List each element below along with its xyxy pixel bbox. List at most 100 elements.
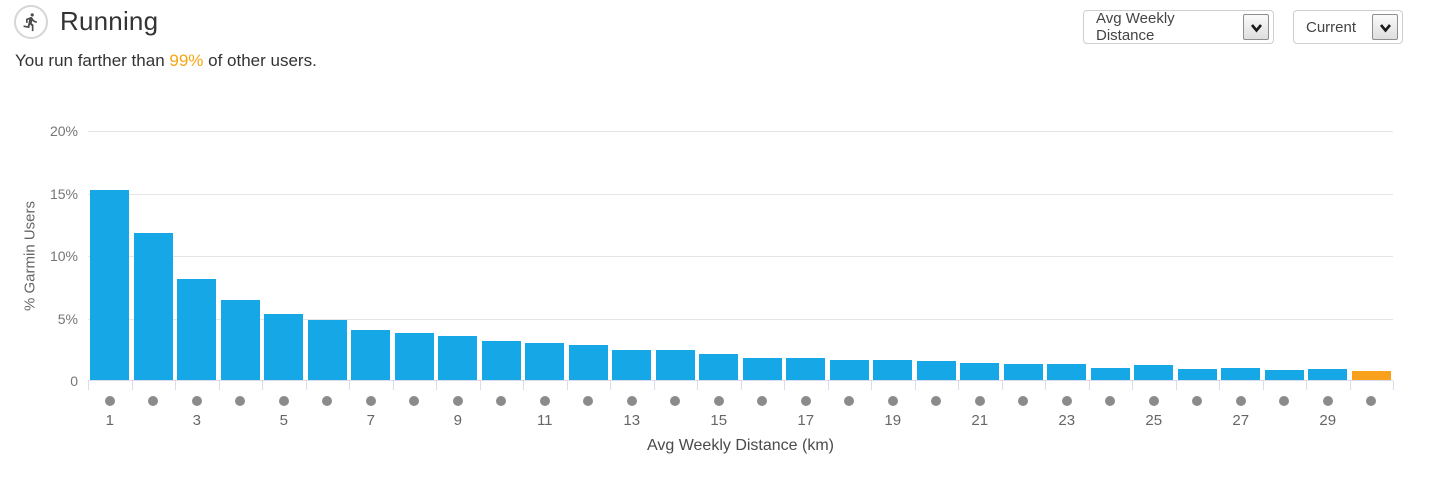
percentile-value: 99% (169, 51, 204, 70)
metric-select[interactable]: Avg Weekly Distance (1083, 10, 1274, 44)
bar[interactable] (1003, 363, 1043, 380)
runner-icon (14, 5, 48, 39)
bar[interactable] (960, 362, 1000, 380)
bar[interactable] (742, 357, 782, 380)
x-axis-tick-label: 15 (710, 412, 728, 429)
chevron-down-icon (1243, 14, 1269, 40)
x-axis-tick-label: 1 (105, 412, 114, 429)
x-axis-dot (626, 396, 637, 406)
x-axis-dot (1105, 396, 1116, 406)
x-axis-tick (1262, 381, 1264, 390)
x-axis-dot (496, 396, 507, 406)
x-axis-tick-label: 23 (1058, 412, 1076, 429)
x-axis-dot (1148, 396, 1159, 406)
x-axis-tick (1088, 381, 1090, 390)
x-axis-tick (131, 381, 133, 390)
bar[interactable] (873, 360, 913, 380)
x-axis-dot (148, 396, 159, 406)
gridline (88, 318, 1393, 320)
x-axis-tick (958, 381, 959, 390)
bar[interactable] (481, 341, 521, 380)
bar[interactable] (1351, 371, 1391, 380)
x-axis-tick-label: 27 (1232, 412, 1250, 429)
bar[interactable] (1090, 367, 1130, 380)
x-axis-tick-label: 17 (797, 412, 815, 429)
y-axis-tick-label: 10% (49, 248, 78, 264)
x-axis-dot (583, 396, 594, 406)
x-axis-tick-label: 19 (884, 412, 902, 429)
x-axis-tick (436, 381, 437, 390)
bar[interactable] (525, 342, 565, 380)
bar[interactable] (394, 332, 434, 380)
y-axis-tick-label: 20% (49, 123, 78, 139)
bar[interactable] (829, 360, 869, 380)
x-axis-dot (278, 396, 289, 406)
bar[interactable] (133, 232, 173, 380)
bar[interactable] (307, 320, 347, 380)
x-axis-tick (1349, 381, 1351, 390)
x-axis-tick (349, 381, 350, 390)
x-axis-tick (218, 381, 220, 390)
x-axis-dot (713, 396, 724, 406)
period-select-value: Current (1306, 18, 1357, 36)
x-axis-tick (479, 381, 481, 390)
bar[interactable] (1047, 363, 1087, 380)
bar[interactable] (612, 350, 652, 380)
x-axis-tick (784, 381, 785, 390)
x-axis-dot (670, 396, 681, 406)
percentile-summary: You run farther than 99% of other users. (15, 51, 317, 71)
bar[interactable] (1308, 369, 1348, 380)
x-axis-tick-label: 21 (971, 412, 989, 429)
x-axis-tick (1219, 381, 1220, 390)
bar[interactable] (916, 361, 956, 380)
bar[interactable] (1177, 368, 1217, 380)
x-axis-dot (931, 396, 942, 406)
x-axis-dot (1366, 396, 1377, 406)
x-axis-title: Avg Weekly Distance (km) (646, 437, 834, 454)
bar[interactable] (568, 345, 608, 380)
bar[interactable] (90, 190, 130, 380)
bar[interactable] (699, 353, 739, 380)
bar[interactable] (1134, 365, 1174, 380)
bar[interactable] (438, 336, 478, 380)
x-axis-tick (523, 381, 524, 390)
bar[interactable] (655, 350, 695, 380)
y-axis-tick-label: 0 (70, 373, 78, 389)
bar[interactable] (264, 313, 304, 380)
header-controls: Avg Weekly Distance Current (1083, 10, 1403, 44)
x-axis-dot (1279, 396, 1290, 406)
x-axis-dot (1192, 396, 1203, 406)
x-axis-tick (88, 381, 89, 390)
x-axis-tick (392, 381, 394, 390)
period-select[interactable]: Current (1293, 10, 1403, 44)
x-axis-dot (974, 396, 985, 406)
x-axis-tick (610, 381, 611, 390)
x-axis-tick (653, 381, 655, 390)
x-axis-dot (365, 396, 376, 406)
x-axis-dot (322, 396, 333, 406)
gridline (88, 131, 1393, 132)
x-axis-tick (914, 381, 916, 390)
x-axis-tick (827, 381, 829, 390)
x-axis-dot (409, 396, 420, 406)
x-axis-tick (175, 381, 176, 390)
x-axis-tick (1045, 381, 1046, 390)
bar[interactable] (177, 278, 217, 380)
x-axis-dot (235, 396, 246, 406)
x-axis-tick (1132, 381, 1133, 390)
gridline (88, 193, 1393, 195)
bar[interactable] (786, 357, 826, 380)
bar-chart: % Garmin Users Avg Weekly Distance (km) … (0, 121, 1439, 471)
x-axis-dot (452, 396, 463, 406)
bar[interactable] (1264, 370, 1304, 380)
x-axis-tick-label: 13 (623, 412, 641, 429)
bar[interactable] (351, 330, 391, 380)
bar[interactable] (1221, 367, 1261, 380)
x-axis-dot (1018, 396, 1029, 406)
x-axis-tick-label: 9 (453, 412, 462, 429)
x-axis-dot (191, 396, 202, 406)
bar[interactable] (220, 300, 260, 380)
x-axis: Avg Weekly Distance (km) 1 3 5 7 9 11 13 15 17 19… (88, 381, 1394, 466)
page-title: Running (60, 6, 159, 36)
x-axis-tick (740, 381, 742, 390)
